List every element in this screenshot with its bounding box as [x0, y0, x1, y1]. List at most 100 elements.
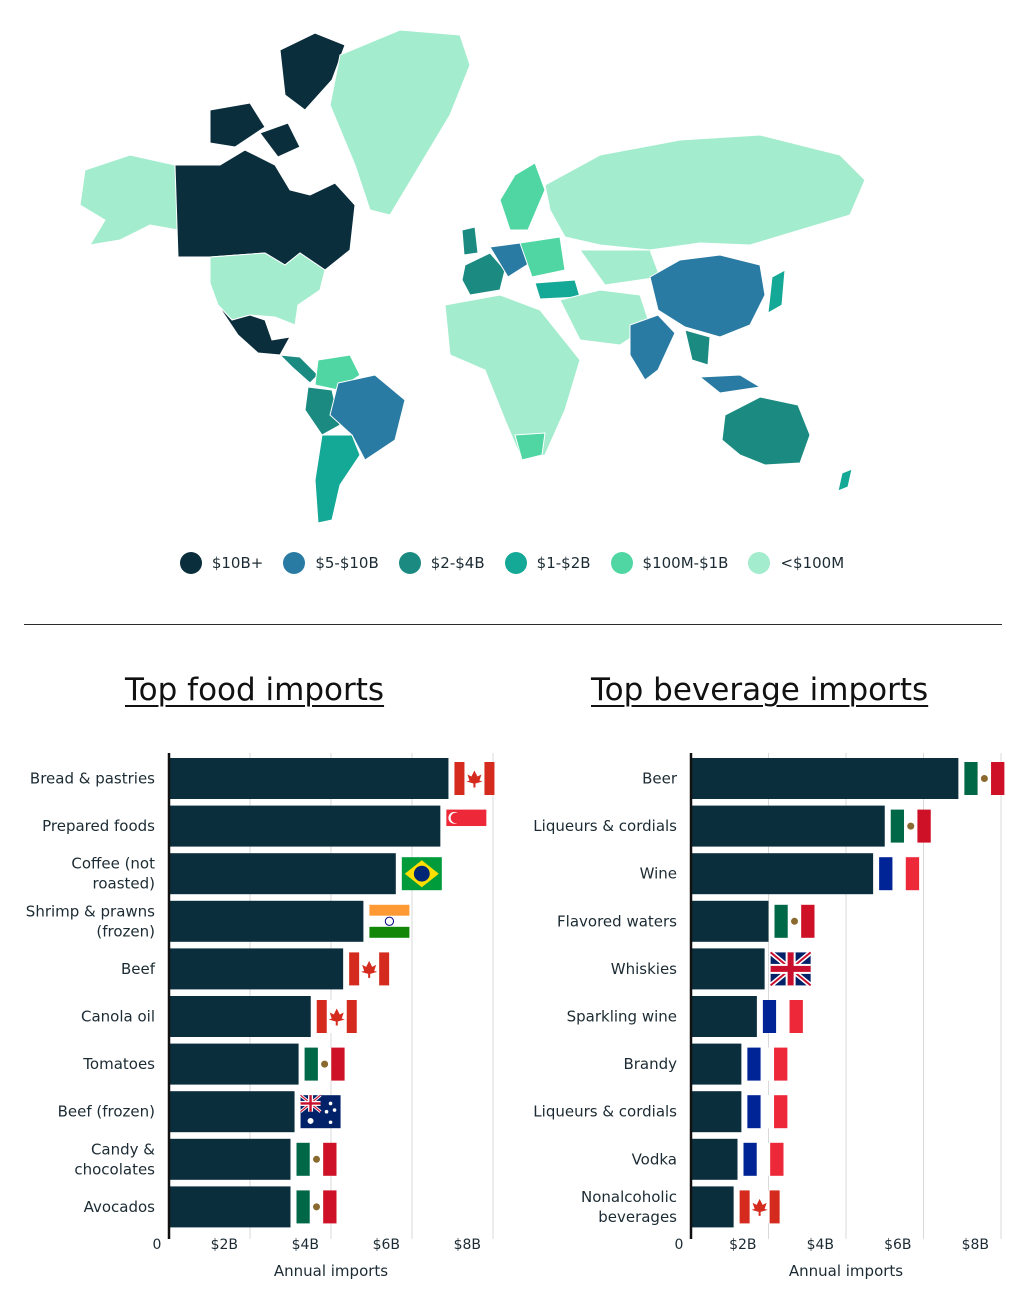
category-label: Whiskies — [611, 960, 677, 978]
x-tick-label: $2B — [211, 1237, 238, 1253]
bar — [169, 996, 311, 1037]
x-tick-label: $8B — [454, 1237, 481, 1253]
category-label: Flavored waters — [557, 912, 677, 930]
category-label: Coffee (not — [71, 855, 155, 873]
bar — [169, 1043, 299, 1085]
mexico-flag-icon — [964, 762, 1005, 795]
map-region-greenland — [329, 29, 471, 216]
map-region-new-zealand — [837, 468, 853, 492]
canada-flag-icon — [454, 762, 495, 795]
x-axis-title: Annual imports — [789, 1262, 903, 1280]
legend-label: $5-$10B — [315, 554, 379, 572]
x-tick-label: $4B — [807, 1237, 834, 1253]
mexico-flag-icon — [304, 1047, 345, 1081]
map-region-canada-islands-2 — [279, 32, 346, 111]
mexico-flag-icon — [890, 809, 931, 843]
category-label: Vodka — [632, 1150, 677, 1168]
canada-flag-icon — [739, 1190, 780, 1224]
category-label: roasted) — [92, 875, 155, 893]
mexico-flag-icon — [774, 904, 815, 938]
food-chart-title: Top food imports — [125, 672, 385, 708]
legend-item: <$100M — [748, 552, 844, 574]
bar — [169, 805, 441, 847]
bar — [169, 900, 364, 942]
category-label: Avocados — [84, 1198, 156, 1216]
bar — [169, 1138, 291, 1180]
map-region-central-america — [278, 354, 319, 384]
category-label: Liqueurs & cordials — [533, 817, 677, 835]
legend-swatch — [283, 552, 306, 574]
canada-flag-icon — [349, 952, 390, 986]
map-region-peru — [304, 386, 341, 436]
category-label: beverages — [598, 1208, 677, 1226]
map-region-south-africa — [514, 432, 546, 461]
bar — [169, 758, 449, 799]
map-region-russia — [544, 134, 866, 251]
legend-label: $10B+ — [211, 554, 264, 572]
map-legend: $10B+ $5-$10B $2-$4B $1-$2B $100M-$1B <$100M — [0, 552, 1024, 574]
x-tick-label: 0 — [153, 1237, 162, 1253]
map-region-brazil — [329, 374, 406, 461]
category-label: Nonalcoholic — [581, 1188, 677, 1206]
map-region-china — [649, 254, 766, 338]
x-axis-title: Annual imports — [274, 1262, 388, 1280]
category-label: chocolates — [74, 1160, 155, 1178]
legend-swatch — [179, 552, 202, 574]
category-label: Wine — [640, 865, 677, 883]
bar — [691, 805, 885, 847]
map-regions — [79, 29, 866, 524]
australia-flag-icon — [299, 1094, 341, 1129]
category-label: Candy & — [91, 1140, 155, 1158]
category-label: Liqueurs & cordials — [533, 1103, 677, 1121]
bar — [691, 1138, 738, 1180]
category-label: Prepared foods — [42, 817, 155, 835]
legend-item: $100M-$1B — [610, 552, 729, 574]
beverage-chart-title: Top beverage imports — [591, 672, 929, 708]
legend-item: $10B+ — [179, 552, 264, 574]
world-map — [79, 29, 866, 524]
world-map-section: $10B+ $5-$10B $2-$4B $1-$2B $100M-$1B <$100M — [0, 0, 1024, 600]
legend-label: $1-$2B — [536, 554, 591, 572]
beverage-imports-chart: Beer Liqueurs & cordials Wine Flavored wate… — [533, 753, 1005, 1280]
map-region-turkey — [534, 279, 581, 300]
category-label: (frozen) — [96, 922, 155, 940]
x-tick-label: $8B — [962, 1237, 989, 1253]
map-region-canada — [174, 149, 356, 271]
france-flag-icon — [747, 1095, 788, 1129]
india-flag-icon — [369, 904, 410, 938]
map-region-canada-islands-3 — [259, 122, 301, 158]
food-imports-chart: Bread & pastries Prepared foods Coffee (no… — [26, 753, 495, 1280]
france-flag-icon — [879, 857, 920, 891]
bar — [691, 996, 757, 1037]
brazil-flag-icon — [401, 857, 442, 891]
category-label: Sparkling wine — [567, 1008, 677, 1026]
legend-item: $5-$10B — [283, 552, 379, 574]
category-label: Canola oil — [81, 1008, 155, 1026]
legend-label: $100M-$1B — [642, 554, 729, 572]
map-region-canada-islands — [209, 102, 266, 148]
bar — [691, 758, 959, 799]
bar — [691, 900, 769, 942]
x-tick-label: $6B — [373, 1237, 400, 1253]
singapore-flag-icon — [446, 809, 487, 843]
section-divider — [24, 624, 1002, 625]
x-tick-label: $6B — [884, 1237, 911, 1253]
canada-flag-icon — [316, 1000, 357, 1033]
legend-swatch — [504, 552, 527, 574]
bar — [691, 1186, 734, 1228]
x-tick-label: 0 — [675, 1237, 684, 1253]
bar — [691, 1091, 742, 1133]
legend-item: $2-$4B — [398, 552, 485, 574]
map-region-scandinavia — [499, 162, 546, 231]
map-region-central-asia — [579, 249, 661, 286]
legend-swatch — [748, 552, 771, 574]
legend-swatch — [610, 552, 633, 574]
legend-swatch — [398, 552, 421, 574]
france-flag-icon — [743, 1142, 784, 1176]
france-flag-icon — [762, 1000, 803, 1033]
map-region-japan — [767, 269, 786, 314]
mexico-flag-icon — [296, 1190, 337, 1224]
map-region-southeast-asia — [684, 329, 711, 366]
category-label: Beer — [642, 770, 678, 788]
category-label: Tomatoes — [82, 1055, 155, 1073]
